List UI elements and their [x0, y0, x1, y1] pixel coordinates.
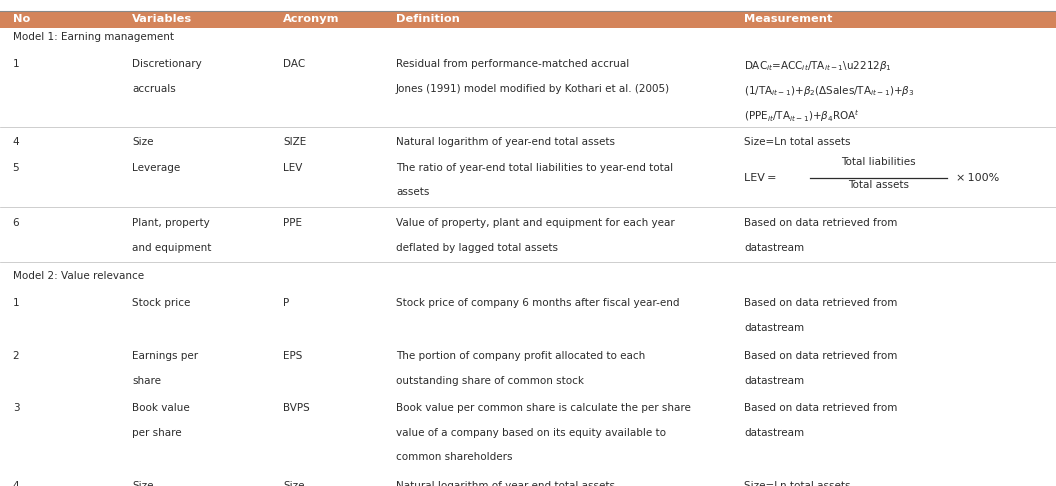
Text: Based on data retrieved from: Based on data retrieved from — [744, 351, 898, 361]
Text: Discretionary: Discretionary — [132, 59, 202, 69]
Text: Size=Ln total assets: Size=Ln total assets — [744, 137, 851, 147]
Text: Variables: Variables — [132, 15, 192, 24]
Text: Jones (1991) model modified by Kothari et al. (2005): Jones (1991) model modified by Kothari e… — [396, 84, 671, 94]
Text: Stock price of company 6 months after fiscal year-end: Stock price of company 6 months after fi… — [396, 298, 679, 308]
Text: per share: per share — [132, 428, 182, 437]
Text: Definition: Definition — [396, 15, 459, 24]
Text: Measurement: Measurement — [744, 15, 833, 24]
Text: Residual from performance-matched accrual: Residual from performance-matched accrua… — [396, 59, 629, 69]
Text: Plant, property: Plant, property — [132, 218, 210, 228]
Text: 2: 2 — [13, 351, 19, 361]
Text: 5: 5 — [13, 163, 19, 173]
Text: Earnings per: Earnings per — [132, 351, 199, 361]
Text: SIZE: SIZE — [283, 137, 306, 147]
Text: datastream: datastream — [744, 428, 805, 437]
Text: value of a company based on its equity available to: value of a company based on its equity a… — [396, 428, 666, 437]
Text: Model 1: Earning management: Model 1: Earning management — [13, 32, 173, 42]
Text: share: share — [132, 376, 161, 386]
Text: Size: Size — [283, 481, 304, 486]
Text: (1/TA$_{\it{it}-1}$)+$\beta_2$($\Delta$Sales/TA$_{\it{it}-1}$)+$\beta_3$: (1/TA$_{\it{it}-1}$)+$\beta_2$($\Delta$S… — [744, 84, 916, 98]
Text: Total liabilities: Total liabilities — [842, 157, 916, 167]
Text: Model 2: Value relevance: Model 2: Value relevance — [13, 271, 144, 281]
Text: BVPS: BVPS — [283, 403, 309, 413]
Text: 4: 4 — [13, 481, 19, 486]
Text: Size: Size — [132, 481, 153, 486]
Text: LEV: LEV — [283, 163, 302, 173]
Text: 1: 1 — [13, 59, 19, 69]
Text: Stock price: Stock price — [132, 298, 190, 308]
Text: LEV =: LEV = — [744, 173, 777, 183]
Text: DAC: DAC — [283, 59, 305, 69]
Text: Book value per common share is calculate the per share: Book value per common share is calculate… — [396, 403, 691, 413]
Text: deflated by lagged total assets: deflated by lagged total assets — [396, 243, 558, 253]
Text: Acronym: Acronym — [283, 15, 340, 24]
Text: accruals: accruals — [132, 84, 175, 94]
Text: The portion of company profit allocated to each: The portion of company profit allocated … — [396, 351, 645, 361]
Text: 6: 6 — [13, 218, 19, 228]
Text: outstanding share of common stock: outstanding share of common stock — [396, 376, 584, 386]
Text: Size: Size — [132, 137, 153, 147]
Text: 4: 4 — [13, 137, 19, 147]
Text: 3: 3 — [13, 403, 19, 413]
Text: Value of property, plant and equipment for each year: Value of property, plant and equipment f… — [396, 218, 675, 228]
Text: Book value: Book value — [132, 403, 190, 413]
Text: (PPE$_{\it{it}}$/TA$_{\it{it}-1}$)+$\beta_4$ROA$^t$: (PPE$_{\it{it}}$/TA$_{\it{it}-1}$)+$\bet… — [744, 108, 861, 124]
Text: Based on data retrieved from: Based on data retrieved from — [744, 298, 898, 308]
Text: Leverage: Leverage — [132, 163, 181, 173]
Text: × 100%: × 100% — [956, 173, 999, 183]
Text: datastream: datastream — [744, 243, 805, 253]
Text: EPS: EPS — [283, 351, 302, 361]
Text: assets: assets — [396, 188, 430, 197]
Text: common shareholders: common shareholders — [396, 452, 512, 462]
Text: Based on data retrieved from: Based on data retrieved from — [744, 218, 898, 228]
Text: The ratio of year-end total liabilities to year-end total: The ratio of year-end total liabilities … — [396, 163, 673, 173]
Text: Natural logarithm of year-end total assets: Natural logarithm of year-end total asse… — [396, 481, 615, 486]
Text: datastream: datastream — [744, 376, 805, 386]
Text: Total assets: Total assets — [848, 180, 909, 190]
Text: Natural logarithm of year-end total assets: Natural logarithm of year-end total asse… — [396, 137, 615, 147]
Text: 1: 1 — [13, 298, 19, 308]
Text: DAC$_{\it{it}}$=ACC$_{\it{it}}$/TA$_{\it{it}-1}$\u2212$\beta_1$: DAC$_{\it{it}}$=ACC$_{\it{it}}$/TA$_{\it… — [744, 59, 892, 73]
Text: Size=Ln total assets: Size=Ln total assets — [744, 481, 851, 486]
Text: P: P — [283, 298, 289, 308]
Text: PPE: PPE — [283, 218, 302, 228]
FancyBboxPatch shape — [0, 11, 1056, 28]
Text: and equipment: and equipment — [132, 243, 211, 253]
Text: Based on data retrieved from: Based on data retrieved from — [744, 403, 898, 413]
Text: datastream: datastream — [744, 323, 805, 333]
Text: No: No — [13, 15, 30, 24]
